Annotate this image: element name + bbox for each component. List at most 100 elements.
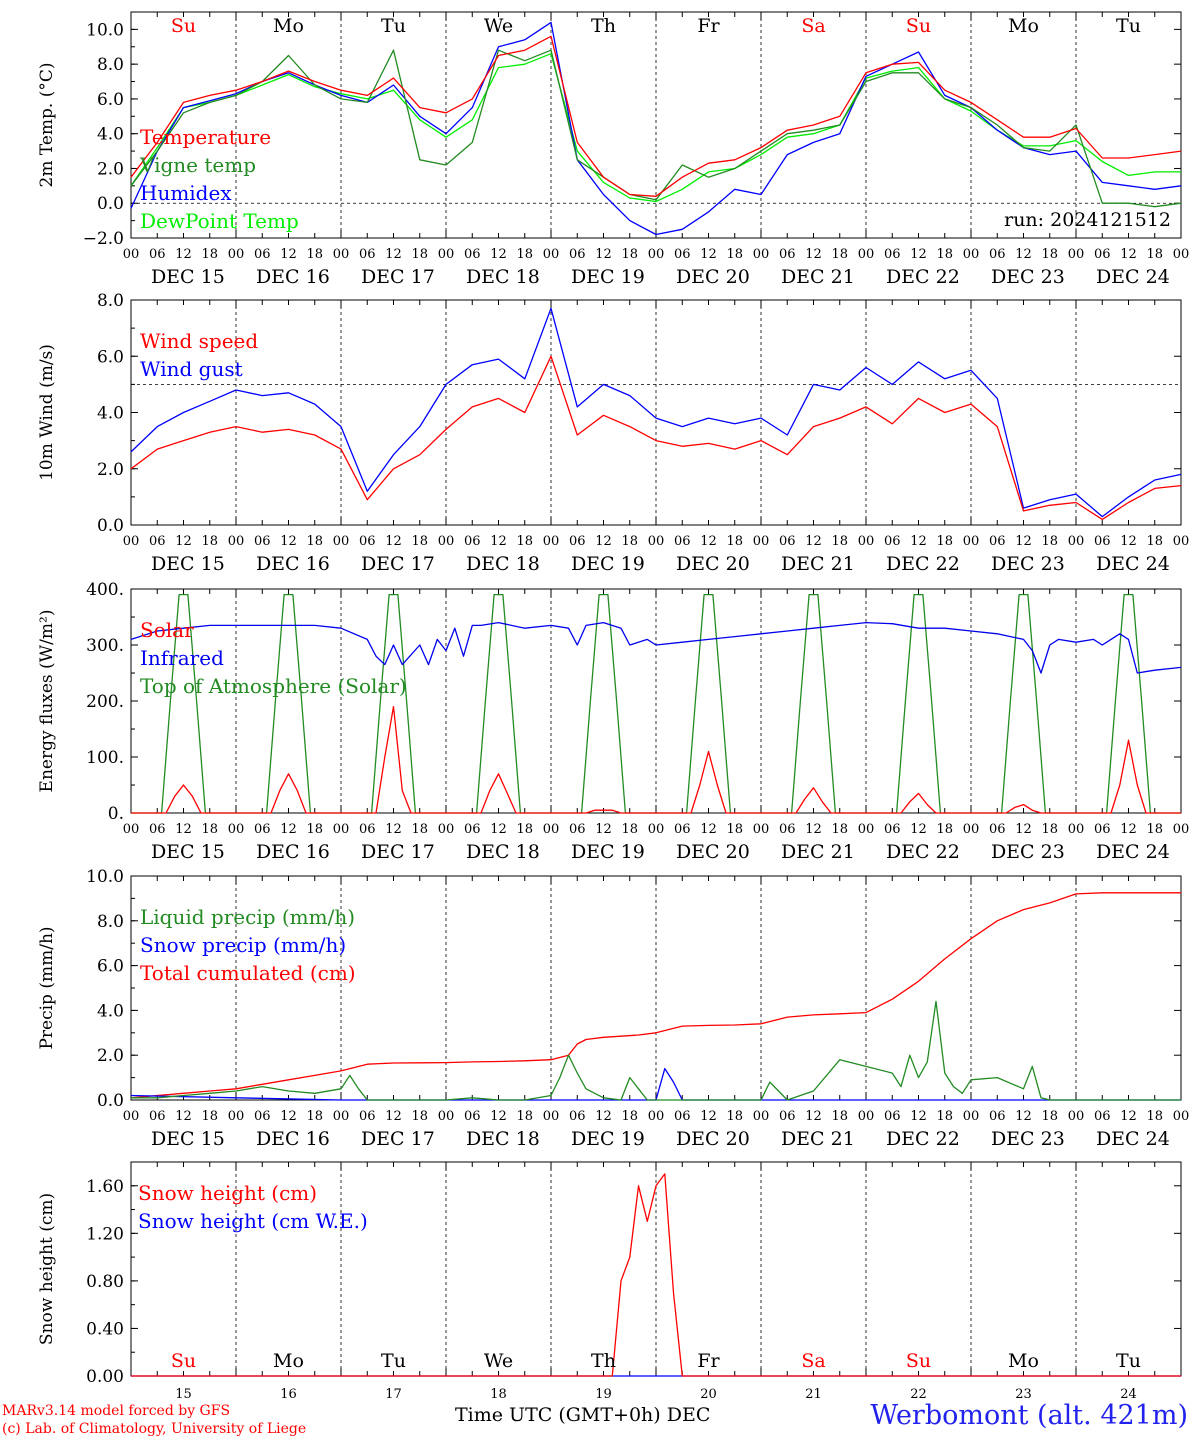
hour-tick-label: 12 <box>385 247 402 262</box>
hour-tick-label: 12 <box>595 247 612 262</box>
hour-tick-label: 12 <box>280 822 297 837</box>
legend-entry: Solar <box>140 618 194 642</box>
hour-tick-label: 12 <box>490 822 507 837</box>
hour-tick-label: 00 <box>963 1109 980 1124</box>
hour-tick-label: 18 <box>726 1109 743 1124</box>
day-name-label: Tu <box>1116 15 1141 37</box>
date-label: DEC 23 <box>991 266 1065 288</box>
hour-tick-label: 06 <box>989 1109 1006 1124</box>
hour-tick-label: 12 <box>1120 247 1137 262</box>
date-label: DEC 22 <box>886 266 960 288</box>
hour-tick-label: 12 <box>175 247 192 262</box>
date-label: DEC 24 <box>1096 266 1170 288</box>
hour-tick-label: 06 <box>464 1109 481 1124</box>
hour-tick-label: 06 <box>989 534 1006 549</box>
hour-tick-label: 18 <box>516 247 533 262</box>
hour-tick-label: 12 <box>490 534 507 549</box>
day-name-label: Mo <box>273 15 304 37</box>
hour-tick-label: 18 <box>516 822 533 837</box>
hour-tick-label: 00 <box>858 1109 875 1124</box>
date-label: DEC 20 <box>676 1128 750 1150</box>
hour-tick-label: 06 <box>674 1109 691 1124</box>
legend-entry: Wind gust <box>140 357 243 381</box>
hour-tick-label: 06 <box>569 534 586 549</box>
date-label: DEC 22 <box>886 1128 960 1150</box>
hour-tick-label: 18 <box>306 534 323 549</box>
hour-tick-label: 18 <box>411 247 428 262</box>
hour-tick-label: 00 <box>963 534 980 549</box>
hour-tick-label: 00 <box>858 822 875 837</box>
hour-tick-label: 00 <box>858 247 875 262</box>
legend-entry: Snow precip (mm/h) <box>140 933 346 957</box>
hour-tick-label: 18 <box>831 1109 848 1124</box>
hour-tick-label: 12 <box>805 1109 822 1124</box>
date-label: DEC 20 <box>676 266 750 288</box>
legend-entry: Infrared <box>140 646 224 670</box>
y-tick-label: 10.0 <box>86 20 124 40</box>
hour-tick-label: 18 <box>831 822 848 837</box>
hour-tick-label: 18 <box>831 247 848 262</box>
hour-tick-label: 06 <box>254 1109 271 1124</box>
hour-tick-label: 12 <box>1015 247 1032 262</box>
hour-tick-label: 00 <box>648 1109 665 1124</box>
hour-tick-label: 06 <box>884 534 901 549</box>
hour-tick-label: 12 <box>280 1109 297 1124</box>
station-title: Werbomont (alt. 421m) <box>870 1400 1188 1431</box>
hour-tick-label: 00 <box>963 247 980 262</box>
day-name-label: Su <box>906 15 931 37</box>
day-number-label: 20 <box>700 1387 717 1402</box>
legend-entry: Temperature <box>140 125 271 149</box>
day-name-label: Sa <box>801 1350 825 1372</box>
hour-tick-label: 12 <box>805 534 822 549</box>
day-number-label: 17 <box>385 1387 402 1402</box>
date-label: DEC 21 <box>781 553 855 575</box>
day-name-label: We <box>484 1350 513 1372</box>
day-number-label: 23 <box>1015 1387 1032 1402</box>
series-line <box>131 705 1181 814</box>
hour-tick-label: 06 <box>359 1109 376 1124</box>
y-axis-label: Energy fluxes (W/m²) <box>37 610 57 793</box>
hour-tick-label: 06 <box>1094 822 1111 837</box>
hour-tick-label: 18 <box>306 1109 323 1124</box>
legend-entry: Wind speed <box>140 329 258 353</box>
hour-tick-label: 18 <box>1041 822 1058 837</box>
hour-tick-label: 12 <box>805 822 822 837</box>
hour-tick-label: 18 <box>411 1109 428 1124</box>
date-label: DEC 19 <box>571 266 645 288</box>
plot-frame <box>130 588 1182 814</box>
hour-tick-label: 06 <box>149 822 166 837</box>
legend-entry: Top of Atmosphere (Solar) <box>140 674 407 698</box>
hour-tick-label: 12 <box>805 247 822 262</box>
y-tick-label: 1.20 <box>86 1224 124 1244</box>
date-label: DEC 21 <box>781 266 855 288</box>
day-name-label: Su <box>906 1350 931 1372</box>
hour-tick-label: 06 <box>254 534 271 549</box>
hour-tick-label: 06 <box>884 247 901 262</box>
y-tick-label: −2.0 <box>83 229 124 249</box>
y-tick-label: 2.0 <box>97 159 124 179</box>
date-label: DEC 16 <box>256 1128 330 1150</box>
series-line <box>130 621 1182 674</box>
hour-tick-label: 06 <box>149 247 166 262</box>
date-label: DEC 19 <box>571 1128 645 1150</box>
hour-tick-label: 06 <box>149 1109 166 1124</box>
day-name-label: Mo <box>273 1350 304 1372</box>
hour-tick-label: 18 <box>726 247 743 262</box>
hour-tick-label: 18 <box>621 247 638 262</box>
day-number-label: 19 <box>595 1387 612 1402</box>
hour-tick-label: 00 <box>963 822 980 837</box>
y-axis-label: Precip (mm/h) <box>37 926 57 1049</box>
y-tick-label: 4.0 <box>97 404 124 424</box>
date-label: DEC 18 <box>466 1128 540 1150</box>
hour-tick-label: 00 <box>1068 247 1085 262</box>
series-line <box>130 35 1182 197</box>
date-label: DEC 18 <box>466 266 540 288</box>
hour-tick-label: 12 <box>700 1109 717 1124</box>
day-name-label: Mo <box>1008 15 1039 37</box>
hour-tick-label: 12 <box>1015 822 1032 837</box>
hour-tick-label: 06 <box>254 822 271 837</box>
hour-tick-label: 00 <box>648 247 665 262</box>
date-label: DEC 15 <box>151 266 225 288</box>
date-label: DEC 18 <box>466 553 540 575</box>
y-tick-label: 0.40 <box>86 1319 124 1339</box>
